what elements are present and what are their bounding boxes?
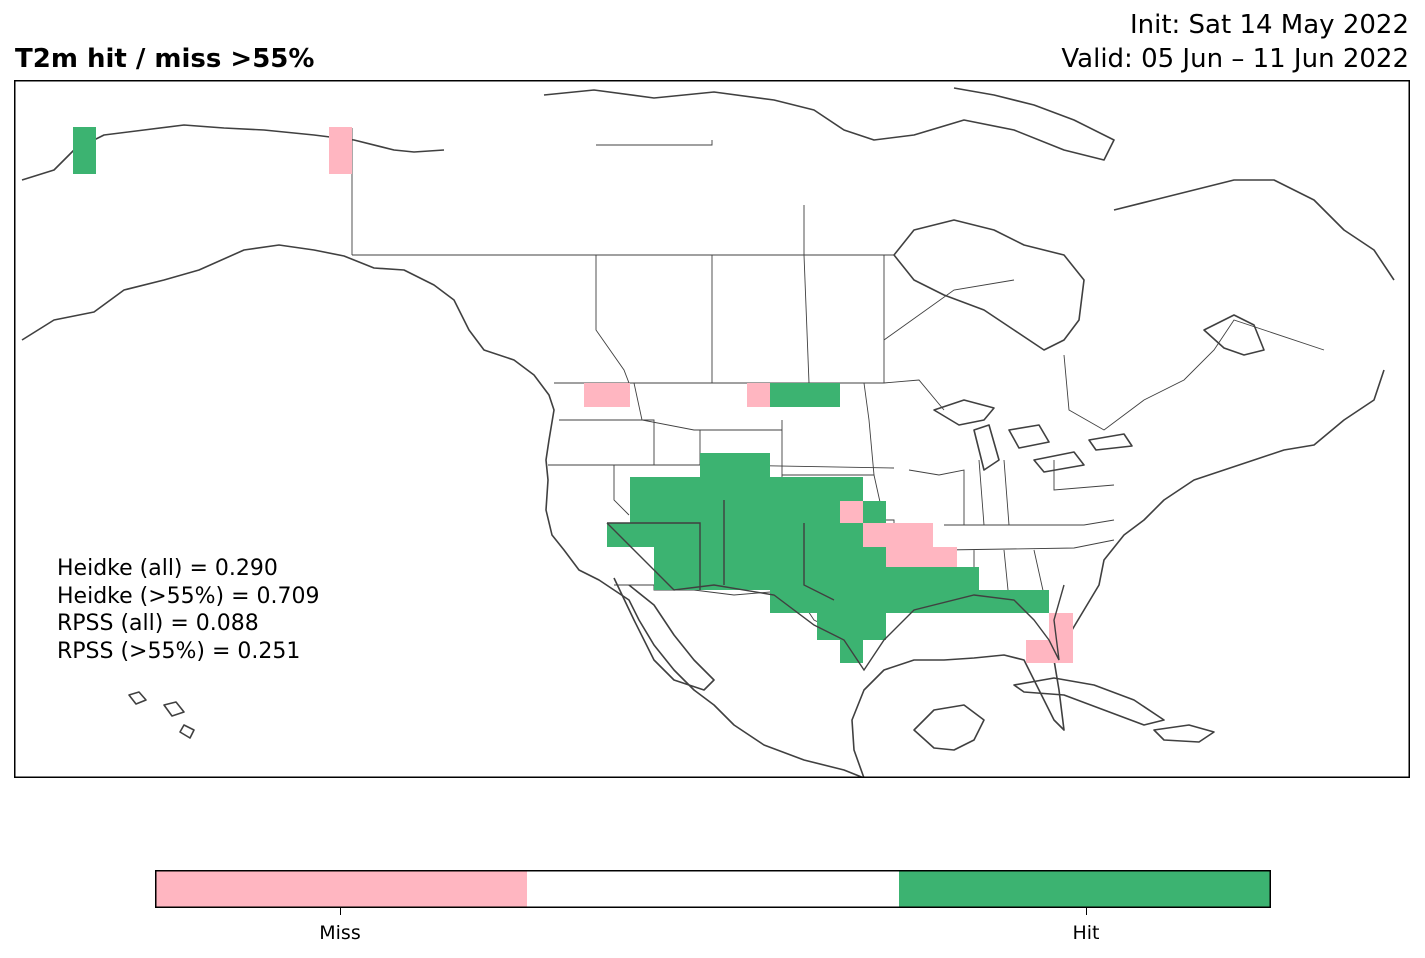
colorbar-label-miss: Miss (319, 922, 361, 944)
map-panel (14, 80, 1410, 778)
colorbar-miss (155, 870, 527, 908)
colorbar-hit (899, 870, 1271, 908)
rpss-55: RPSS (>55%) = 0.251 (57, 638, 301, 664)
coastline-overlay (606, 500, 1065, 672)
verification-stats: Heidke (all) = 0.290 Heidke (>55%) = 0.7… (57, 555, 320, 665)
rpss-all: RPSS (all) = 0.088 (57, 611, 259, 636)
map-title: T2m hit / miss >55% (15, 44, 315, 74)
heidke-55: Heidke (>55%) = 0.709 (57, 583, 320, 609)
colorbar-tick-hit (1086, 908, 1087, 915)
valid-period: Valid: 05 Jun – 11 Jun 2022 (1061, 44, 1409, 74)
init-date: Init: Sat 14 May 2022 (1129, 10, 1409, 40)
miss-cells (329, 127, 1073, 663)
heidke-all: Heidke (all) = 0.290 (57, 556, 278, 581)
colorbar-neutral (527, 870, 899, 908)
colorbar (155, 870, 1271, 908)
colorbar-tick-miss (340, 908, 341, 915)
colorbar-label-hit: Hit (1072, 922, 1100, 944)
coastlines (21, 87, 1395, 778)
